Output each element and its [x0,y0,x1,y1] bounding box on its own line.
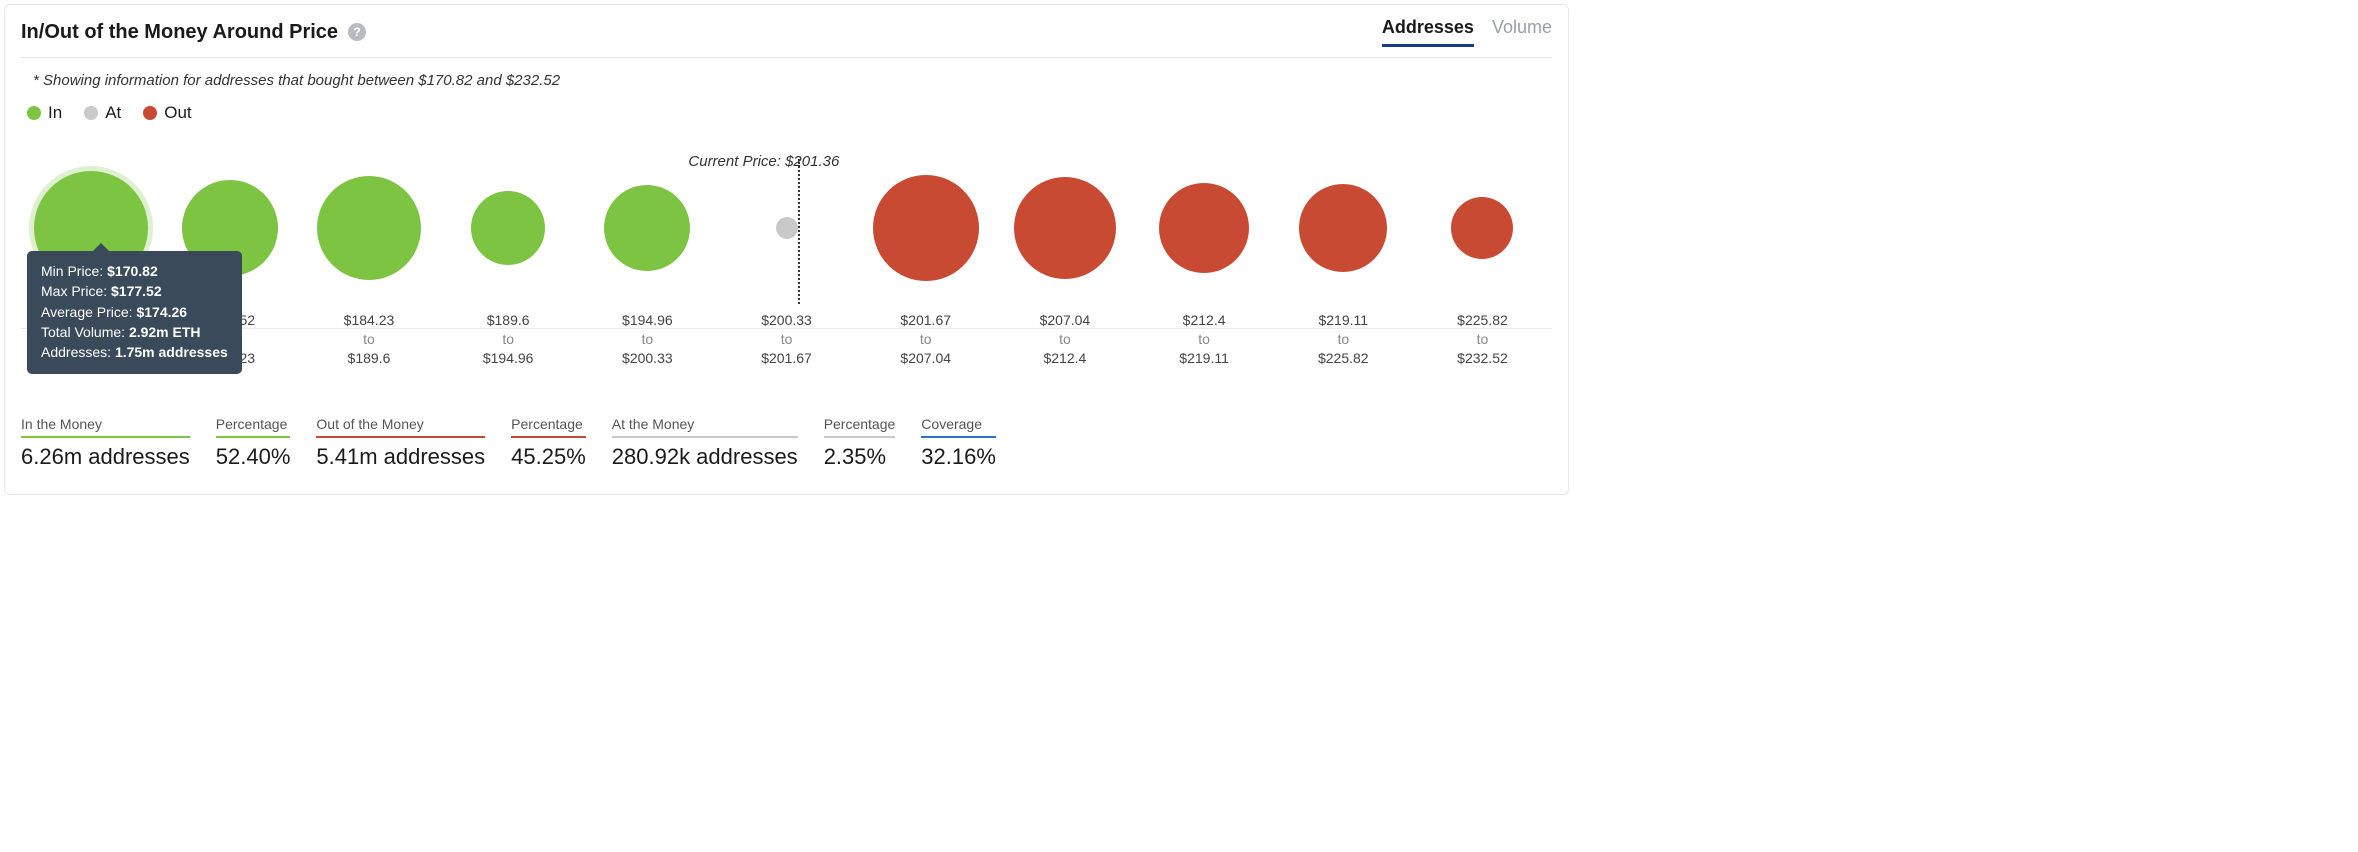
legend-out[interactable]: Out [143,103,191,123]
bubble-slot[interactable] [299,153,438,303]
bubble-slot[interactable] [856,153,995,303]
bubble-labels: $170.82to$177.52$177.52to$184.23$184.23t… [21,311,1552,368]
stat-label: Out of the Money [316,416,485,438]
range-label: $184.23to$189.6 [299,311,438,368]
stat-value: 45.25% [511,444,586,470]
legend-at-dot [84,106,98,120]
tooltip-row: Total Volume: 2.92m ETH [41,322,228,342]
bubble-tooltip: Min Price: $170.82Max Price: $177.52Aver… [27,251,242,374]
legend-in[interactable]: In [27,103,62,123]
legend-in-label: In [48,103,62,123]
stat-value: 32.16% [921,444,996,470]
stat-label: In the Money [21,416,190,438]
bubble-slot[interactable] [578,153,717,303]
bubble-in[interactable] [604,185,690,271]
legend-in-dot [27,106,41,120]
stat: In the Money 6.26m addresses [21,416,190,470]
range-label: $194.96to$200.33 [578,311,717,368]
stat-label: Percentage [824,416,896,438]
stat: Coverage 32.16% [921,416,996,470]
tooltip-row: Min Price: $170.82 [41,261,228,281]
legend-out-label: Out [164,103,191,123]
bubble-slot[interactable] [1413,153,1552,303]
subtitle: * Showing information for addresses that… [33,72,1552,89]
stat-value: 2.35% [824,444,896,470]
range-label: $219.11to$225.82 [1274,311,1413,368]
title-wrap: In/Out of the Money Around Price ? [21,21,366,44]
stat-value: 5.41m addresses [316,444,485,470]
chart-area: Current Price: $201.36 Min Price: $170.8… [21,153,1552,368]
help-icon[interactable]: ? [348,23,366,41]
legend: In At Out [27,103,1552,123]
tooltip-row: Addresses: 1.75m addresses [41,342,228,362]
bubble-out[interactable] [873,175,979,281]
bubble-slot[interactable] [1135,153,1274,303]
header-divider [21,57,1552,58]
bubble-at[interactable] [776,217,798,239]
stat-label: At the Money [612,416,798,438]
bubble-slot[interactable] [717,153,856,303]
stat-label: Coverage [921,416,996,438]
bubble-out[interactable] [1299,184,1387,272]
stat-label: Percentage [216,416,291,438]
bubble-out[interactable] [1159,183,1249,273]
panel-header: In/Out of the Money Around Price ? Addre… [21,17,1552,47]
axis-line [21,328,1552,329]
stat: Percentage 2.35% [824,416,896,470]
bubble-slot[interactable] [1274,153,1413,303]
panel-title: In/Out of the Money Around Price [21,21,338,44]
range-label: $225.82to$232.52 [1413,311,1552,368]
stat-value: 280.92k addresses [612,444,798,470]
stat-value: 52.40% [216,444,291,470]
bubble-row [21,153,1552,303]
tabs: Addresses Volume [1382,17,1552,47]
bubble-in[interactable] [317,176,421,280]
range-label: $207.04to$212.4 [995,311,1134,368]
tab-addresses[interactable]: Addresses [1382,17,1474,47]
bubble-in[interactable] [471,191,545,265]
stat-value: 6.26m addresses [21,444,190,470]
tab-volume[interactable]: Volume [1492,17,1552,47]
range-label: $200.33to$201.67 [717,311,856,368]
bubble-slot[interactable] [995,153,1134,303]
stat: Out of the Money 5.41m addresses [316,416,485,470]
tooltip-row: Max Price: $177.52 [41,281,228,301]
legend-at-label: At [105,103,121,123]
legend-out-dot [143,106,157,120]
iomap-panel: In/Out of the Money Around Price ? Addre… [4,4,1569,495]
range-label: $212.4to$219.11 [1135,311,1274,368]
range-label: $201.67to$207.04 [856,311,995,368]
bubble-slot[interactable] [439,153,578,303]
summary-stats: In the Money 6.26m addresses Percentage 52.… [21,416,1552,470]
stat-label: Percentage [511,416,586,438]
stat: Percentage 45.25% [511,416,586,470]
bubble-out[interactable] [1451,197,1513,259]
bubble-out[interactable] [1014,177,1116,279]
range-label: $189.6to$194.96 [439,311,578,368]
stat: Percentage 52.40% [216,416,291,470]
tooltip-row: Average Price: $174.26 [41,302,228,322]
stat: At the Money 280.92k addresses [612,416,798,470]
legend-at[interactable]: At [84,103,121,123]
